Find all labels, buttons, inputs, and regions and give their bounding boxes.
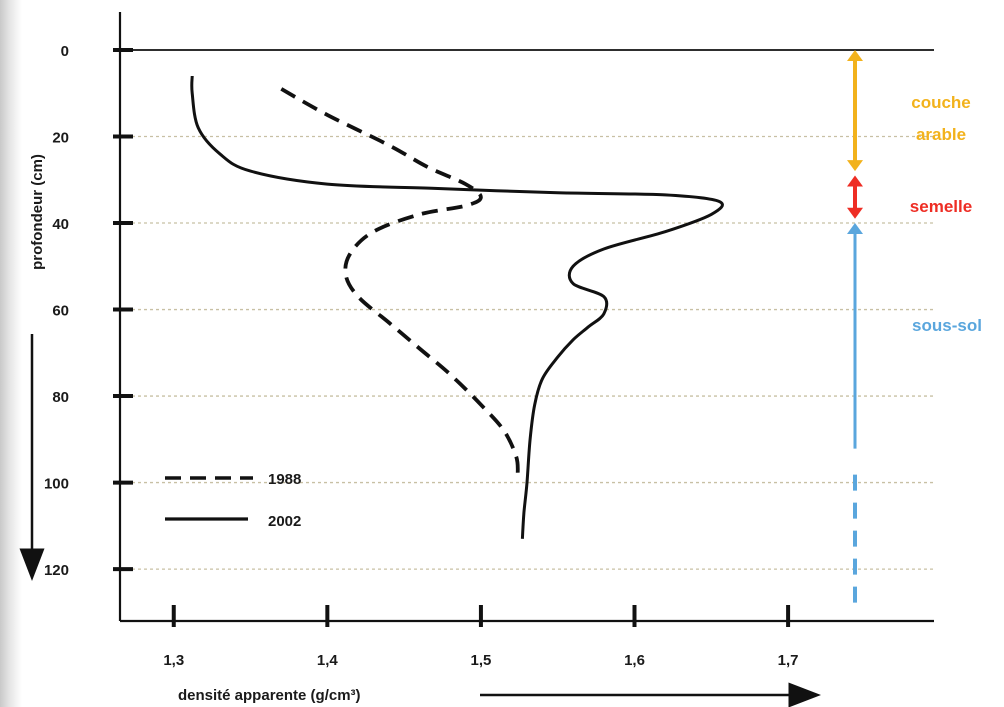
x-axis-title: densité apparente (g/cm³) bbox=[178, 687, 361, 704]
zone-arrowhead-top bbox=[847, 50, 863, 61]
zone-arrowhead-top bbox=[847, 175, 863, 187]
x-tick-label: 1,5 bbox=[470, 652, 491, 669]
series-line-1988 bbox=[280, 87, 520, 475]
axes bbox=[118, 12, 934, 623]
grid-lines bbox=[120, 135, 934, 570]
legend-label-2002: 2002 bbox=[268, 513, 301, 530]
zone-label-sous-sol: sous-sol bbox=[912, 316, 982, 335]
legend: 1988 2002 bbox=[165, 471, 301, 530]
zone-label-semelle: semelle bbox=[910, 197, 972, 216]
y-tick-label: 80 bbox=[52, 389, 69, 406]
zone-arrowhead-bottom bbox=[847, 160, 863, 172]
x-tick-label: 1,7 bbox=[778, 652, 799, 669]
series-line-2002 bbox=[190, 75, 724, 539]
zone-label-arable: arable bbox=[916, 125, 966, 144]
series-lines bbox=[190, 75, 724, 539]
zone-arrowhead-bottom bbox=[847, 207, 863, 219]
zone-label-couche: couche bbox=[911, 93, 971, 112]
y-tick-label: 100 bbox=[44, 476, 69, 493]
legend-label-1988: 1988 bbox=[268, 471, 301, 488]
zone-labels: couche arable semelle sous-sol bbox=[910, 93, 982, 335]
y-ticks: 0 20 40 60 80 100 120 bbox=[44, 43, 133, 579]
y-axis-title: profondeur (cm) bbox=[29, 154, 46, 270]
x-tick-label: 1,4 bbox=[317, 652, 339, 669]
y-tick-label: 20 bbox=[52, 130, 69, 147]
x-ticks: 1,3 1,4 1,5 1,6 1,7 bbox=[163, 605, 799, 669]
x-tick-label: 1,6 bbox=[624, 652, 645, 669]
y-tick-label: 60 bbox=[52, 303, 69, 320]
zone-arrowhead-top bbox=[847, 223, 863, 235]
x-tick-label: 1,3 bbox=[163, 652, 184, 669]
y-tick-label: 0 bbox=[61, 43, 69, 60]
y-tick-label: 40 bbox=[52, 216, 69, 233]
soil-zones bbox=[847, 50, 863, 613]
y-tick-label: 120 bbox=[44, 562, 69, 579]
